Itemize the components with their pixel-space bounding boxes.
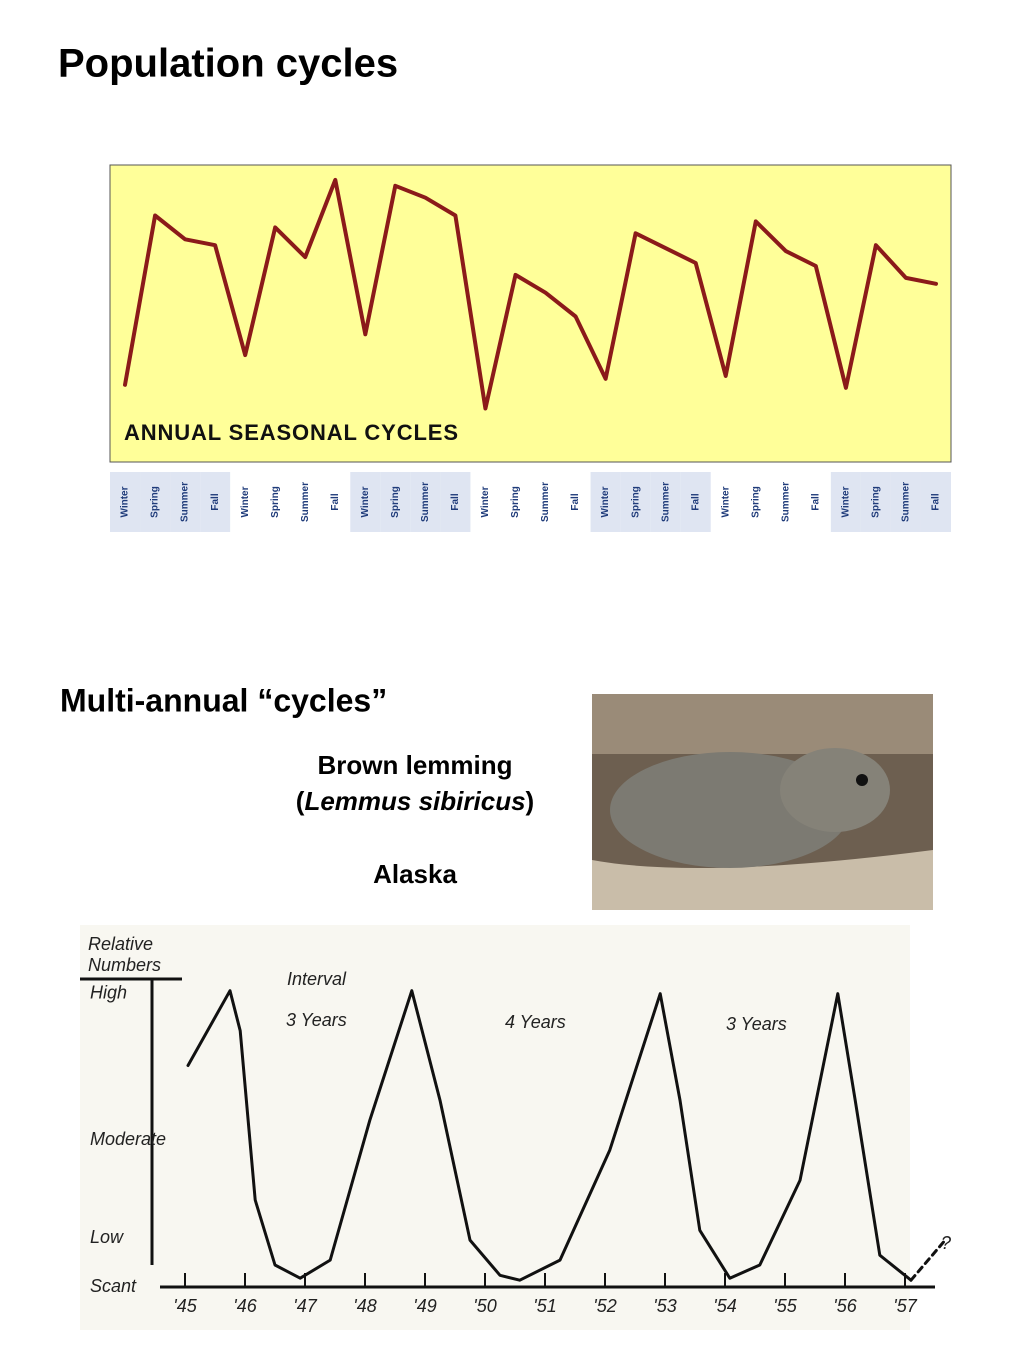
x-tick-label: '50 (473, 1296, 496, 1316)
x-tick-label: Fall (690, 493, 701, 510)
season-band (110, 472, 141, 532)
x-tick-label: Summer (420, 482, 431, 522)
season-band (920, 472, 951, 532)
x-tick-label: Fall (570, 493, 581, 510)
season-band (200, 472, 231, 532)
plot-background (80, 925, 910, 1330)
x-tick-label: Winter (841, 486, 852, 517)
x-tick-label: Spring (510, 486, 521, 518)
location: Alaska (373, 859, 457, 889)
x-tick-label: '49 (413, 1296, 436, 1316)
lemming-photo (592, 694, 933, 910)
annotation: 3 Years (726, 1014, 787, 1034)
x-tick-label: '53 (653, 1296, 676, 1316)
season-band (590, 472, 621, 532)
annotation: ANNUAL SEASONAL CYCLES (124, 420, 458, 445)
x-tick-label: '56 (833, 1296, 857, 1316)
x-tick-label: Winter (240, 486, 251, 517)
x-tick-label: Spring (390, 486, 401, 518)
y-tick-label: Low (90, 1227, 124, 1247)
x-tick-label: '46 (233, 1296, 257, 1316)
x-tick-label: Winter (600, 486, 611, 517)
x-tick-label: Summer (180, 482, 191, 522)
season-band (140, 472, 171, 532)
x-tick-label: Fall (450, 493, 461, 510)
season-band (410, 472, 441, 532)
x-tick-label: Spring (871, 486, 882, 518)
x-tick-label: Spring (270, 486, 281, 518)
season-band (380, 472, 411, 532)
x-tick-label: Summer (780, 482, 791, 522)
x-tick-label: Spring (630, 486, 641, 518)
season-band (890, 472, 921, 532)
y-tick-label: Scant (90, 1276, 137, 1296)
x-tick-label: Summer (300, 482, 311, 522)
y-axis-label: Relative (88, 934, 153, 954)
season-band (680, 472, 711, 532)
season-band (350, 472, 381, 532)
plot-background (109, 164, 952, 463)
x-tick-label: Fall (330, 493, 341, 510)
season-band (860, 472, 891, 532)
x-tick-label: '48 (353, 1296, 376, 1316)
annotation: Interval (287, 969, 347, 989)
x-tick-label: Spring (750, 486, 761, 518)
x-tick-label: Fall (931, 493, 942, 510)
annotation: 3 Years (286, 1010, 347, 1030)
data-line (909, 1238, 947, 1282)
x-tick-label: '45 (173, 1296, 197, 1316)
x-tick-label: Summer (660, 482, 671, 522)
paren: ) (526, 786, 535, 816)
y-tick-label: Moderate (90, 1129, 166, 1149)
species: Lemmus sibiricus (304, 786, 525, 816)
section-title: Multi-annual “cycles” (60, 682, 387, 718)
x-tick-label: '55 (773, 1296, 797, 1316)
season-band (650, 472, 681, 532)
x-tick-label: Summer (540, 482, 551, 522)
x-tick-label: '47 (293, 1296, 317, 1316)
season-band (620, 472, 651, 532)
data-line (186, 989, 913, 1282)
season-band (440, 472, 471, 532)
y-tick-label: High (90, 982, 127, 1002)
x-tick-label: Spring (150, 486, 161, 518)
x-tick-label: Fall (810, 493, 821, 510)
paren: ( (296, 786, 305, 816)
x-tick-label: '51 (533, 1296, 556, 1316)
season-band (830, 472, 861, 532)
annotation: 4 Years (505, 1012, 566, 1032)
x-tick-label: Winter (480, 486, 491, 517)
x-tick-label: Winter (360, 486, 371, 517)
scientific-name: (Lemmus sibiricus) (296, 786, 534, 816)
slide-title: Population cycles (58, 42, 398, 86)
x-tick-label: Winter (120, 486, 131, 517)
x-tick-label: '54 (713, 1296, 736, 1316)
x-tick-label: Fall (210, 493, 221, 510)
y-axis-label: Numbers (88, 955, 161, 975)
x-tick-label: Winter (720, 486, 731, 517)
data-line (123, 177, 938, 411)
x-tick-label: '57 (893, 1296, 917, 1316)
x-tick-label: '52 (593, 1296, 616, 1316)
x-tick-label: Summer (901, 482, 912, 522)
annotation: ? (941, 1233, 951, 1253)
season-band (170, 472, 201, 532)
common-name: Brown lemming (317, 750, 512, 780)
